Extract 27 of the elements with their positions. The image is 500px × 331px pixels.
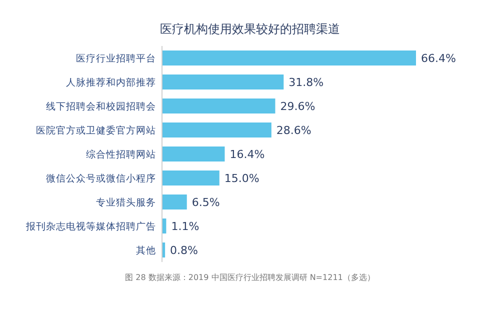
y-tick-label: 微信公众号或微信小程序 [46, 172, 156, 184]
bar [162, 146, 225, 162]
bar [162, 122, 272, 138]
data-label: 16.4% [230, 148, 265, 161]
y-tick-label: 报刊杂志电视等媒体招聘广告 [25, 220, 156, 232]
y-tick-label: 其他 [136, 244, 156, 256]
bar [162, 98, 276, 114]
y-tick-label: 人脉推荐和内部推荐 [66, 76, 156, 88]
bar [162, 194, 187, 210]
data-label: 6.5% [192, 196, 220, 209]
data-label: 0.8% [170, 244, 198, 257]
y-tick-label: 专业猎头服务 [96, 196, 156, 208]
bar [162, 74, 284, 90]
chart-title: 医疗机构使用效果较好的招聘渠道 [160, 22, 340, 36]
data-label: 66.4% [421, 52, 456, 65]
bar [162, 50, 416, 66]
y-tick-label: 医疗行业招聘平台 [76, 52, 156, 64]
bar [162, 170, 220, 186]
y-tick-label: 综合性招聘网站 [86, 148, 156, 160]
data-label: 1.1% [171, 220, 200, 233]
data-label: 28.6% [276, 124, 312, 137]
data-label: 29.6% [280, 100, 316, 113]
data-label: 31.8% [288, 76, 324, 89]
caption: 图 28 数据来源：2019 中国医疗行业招聘发展调研 N=1211（多选） [125, 273, 375, 282]
data-label: 15.0% [224, 172, 260, 185]
y-tick-label: 线下招聘会和校园招聘会 [46, 100, 156, 112]
y-tick-label: 医院官方或卫健委官方网站 [36, 124, 156, 136]
